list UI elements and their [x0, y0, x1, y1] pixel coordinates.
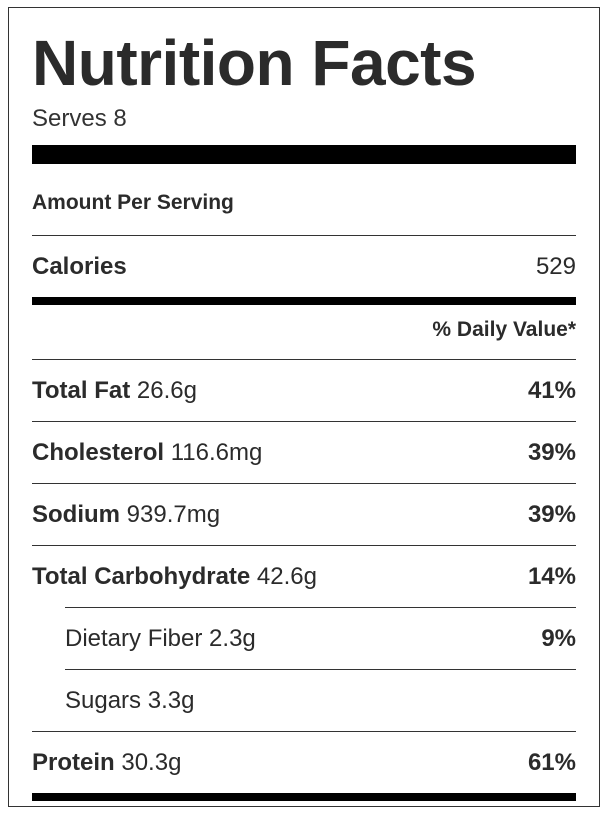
nutrient-daily-value: 14% — [527, 563, 576, 590]
nutrient-name-amount: Protein 30.3g — [32, 749, 181, 777]
serves-text: Serves 8 — [32, 105, 127, 132]
nutrient-daily-value: 39% — [527, 501, 576, 528]
label-title: Nutrition Facts — [32, 27, 477, 99]
nutrient-daily-value: 61% — [527, 749, 576, 776]
nutrient-row-protein: Protein 30.3g 61% — [32, 732, 576, 794]
divider — [32, 545, 576, 546]
calories-label: Calories — [32, 253, 127, 280]
amount-per-serving: Amount Per Serving — [32, 191, 234, 214]
nutrient-daily-value: 41% — [527, 377, 576, 404]
medium-divider — [32, 297, 576, 305]
calories-value: 529 — [535, 253, 576, 280]
divider — [32, 483, 576, 484]
nutrient-name-amount: Sugars 3.3g — [65, 687, 194, 715]
nutrient-name: Sugars — [65, 687, 142, 714]
nutrient-amount: 939.7mg — [126, 501, 221, 528]
nutrient-amount: 42.6g — [256, 563, 317, 590]
nutrient-name-amount: Cholesterol 116.6mg — [32, 439, 262, 467]
thick-divider — [32, 145, 576, 164]
nutrient-daily-value: 39% — [527, 439, 576, 466]
nutrient-amount: 30.3g — [121, 749, 182, 776]
nutrient-row-sugars: Sugars 3.3g — [65, 670, 576, 732]
indented-divider — [65, 607, 576, 608]
divider — [32, 359, 576, 360]
nutrient-name: Dietary Fiber — [65, 625, 203, 652]
nutrient-row-dietary-fiber: Dietary Fiber 2.3g 9% — [65, 608, 576, 670]
nutrient-row-total-fat: Total Fat 26.6g 41% — [32, 360, 576, 422]
nutrient-name-amount: Dietary Fiber 2.3g — [65, 625, 256, 653]
nutrient-row-cholesterol: Cholesterol 116.6mg 39% — [32, 422, 576, 484]
nutrient-name-amount: Sodium 939.7mg — [32, 501, 220, 529]
indented-divider — [65, 669, 576, 670]
nutrient-name: Total Carbohydrate — [32, 563, 251, 590]
nutrient-name-amount: Total Carbohydrate 42.6g — [32, 563, 317, 591]
daily-value-header: % Daily Value* — [432, 318, 576, 341]
divider — [32, 731, 576, 732]
bottom-medium-divider — [32, 793, 576, 801]
nutrient-daily-value: 9% — [541, 625, 576, 652]
divider — [32, 235, 576, 236]
nutrition-label: Nutrition Facts Serves 8 Amount Per Serv… — [8, 7, 600, 807]
nutrient-row-total-carbohydrate: Total Carbohydrate 42.6g 14% — [32, 546, 576, 608]
nutrient-amount: 2.3g — [209, 625, 256, 652]
nutrient-name: Total Fat — [32, 377, 131, 404]
nutrient-name: Cholesterol — [32, 439, 165, 466]
nutrient-name: Protein — [32, 749, 115, 776]
label-content: Nutrition Facts Serves 8 Amount Per Serv… — [32, 8, 576, 806]
nutrient-name-amount: Total Fat 26.6g — [32, 377, 197, 405]
calories-row: Calories 529 — [32, 236, 576, 298]
nutrient-amount: 26.6g — [136, 377, 197, 404]
nutrient-amount: 116.6mg — [170, 439, 263, 466]
nutrient-name: Sodium — [32, 501, 120, 528]
nutrient-row-sodium: Sodium 939.7mg 39% — [32, 484, 576, 546]
divider — [32, 421, 576, 422]
nutrient-amount: 3.3g — [147, 687, 195, 714]
